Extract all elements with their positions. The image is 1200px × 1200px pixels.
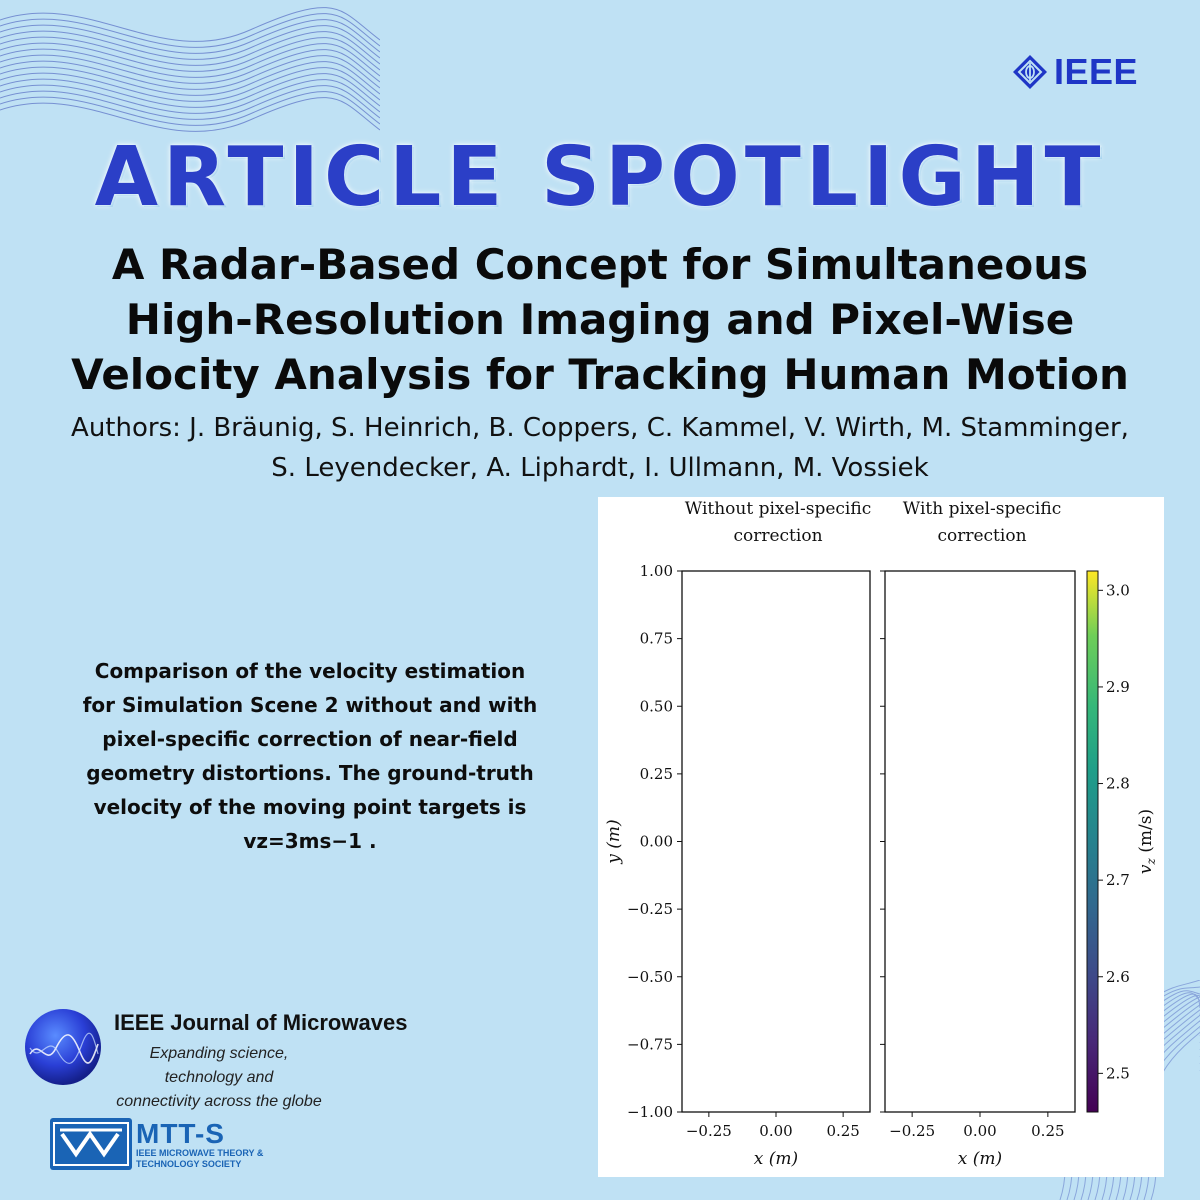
article-title-line: A Radar-Based Concept for Simultaneous [111, 240, 1089, 289]
colorbar [1086, 570, 1099, 1113]
y-tick-label: −0.25 [627, 900, 673, 918]
mtts-subtitle-line: TECHNOLOGY SOCIETY [136, 1159, 242, 1169]
y-tick-label: −0.50 [627, 968, 673, 986]
velocity-figure: −0.25 0.00 0.25 x (m) 1.00 0.75 0.50 0.25 0.00 −0… [598, 497, 1164, 1177]
y-tick-label: −1.00 [627, 1103, 673, 1121]
authors-line: Authors: J. Bräunig, S. Heinrich, B. Cop… [71, 413, 1129, 443]
velocity-chart: −0.25 0.00 0.25 x (m) 1.00 0.75 0.50 0.25 0.00 −0… [604, 499, 1158, 1169]
x-axis-label: x (m) [754, 1149, 798, 1169]
y-tick-label: 0.00 [640, 833, 673, 851]
y-tick-label: −0.75 [627, 1035, 673, 1053]
mtts-name: MTT-S [136, 1118, 225, 1149]
journal-tagline-line: connectivity across the globe [116, 1093, 322, 1110]
mtts-logo: MTT-S IEEE MICROWAVE THEORY & TECHNOLOGY… [50, 1118, 280, 1172]
mtts-subtitle: IEEE MICROWAVE THEORY & TECHNOLOGY SOCIE… [136, 1148, 263, 1170]
authors-line: S. Leyendecker, A. Liphardt, I. Ullmann,… [271, 453, 929, 483]
plot-frame [884, 570, 1076, 1113]
journal-tagline-line: Expanding science, technology and [149, 1045, 289, 1086]
caption-line: for Simulation Scene 2 without and with [82, 693, 538, 717]
y-axis-label: y (m) [604, 819, 624, 864]
x-tick-label: 0.00 [759, 1122, 792, 1140]
x-tick-label: 0.25 [826, 1122, 859, 1140]
colorbar-tick-label: 3.0 [1106, 581, 1130, 599]
journal-info: IEEE Journal of Microwaves Expanding sci… [24, 1008, 494, 1110]
caption-line: pixel-specific correction of near-field [102, 727, 518, 751]
plot-frame [681, 570, 871, 1113]
x-tick-label: 0.25 [1031, 1122, 1064, 1140]
article-spotlight-banner: ARTICLE SPOTLIGHT [94, 130, 1106, 225]
y-tick-label: 0.50 [640, 697, 673, 715]
article-title: A Radar-Based Concept for Simultaneous H… [20, 237, 1180, 402]
authors: Authors: J. Bräunig, S. Heinrich, B. Cop… [0, 408, 1200, 488]
colorbar-tick-label: 2.6 [1106, 968, 1130, 986]
journal-globe-icon [25, 1009, 101, 1085]
caption-line: vz=3ms−1 . [243, 829, 377, 853]
colorbar-tick-label: 2.8 [1106, 775, 1130, 793]
caption-line: Comparison of the velocity estimation [94, 659, 526, 683]
ieee-wordmark: IEEE [1054, 51, 1139, 92]
article-title-line: High-Resolution Imaging and Pixel-Wise [125, 295, 1075, 344]
y-tick-label: 1.00 [640, 562, 673, 580]
x-tick-label: −0.25 [686, 1122, 732, 1140]
journal-tagline: Expanding science, technology and connec… [114, 1042, 324, 1114]
panel-title: With pixel-specific [903, 499, 1061, 519]
colorbar-tick-label: 2.5 [1106, 1064, 1130, 1082]
mtts-subtitle-line: IEEE MICROWAVE THEORY & [136, 1148, 264, 1158]
colorbar-tick-label: 2.9 [1106, 678, 1130, 696]
article-title-line: Velocity Analysis for Tracking Human Mot… [71, 350, 1129, 399]
colorbar-tick-label: 2.7 [1106, 871, 1130, 889]
colorbar-label: vz (m/s) [1136, 809, 1158, 874]
caption-line: velocity of the moving point targets is [93, 795, 527, 819]
caption-line: geometry distortions. The ground-truth [86, 761, 534, 785]
panel-title: correction [937, 526, 1026, 546]
ieee-logo: IEEE [1012, 51, 1139, 92]
ieee-diamond-icon [1013, 55, 1047, 89]
decorative-waves [0, 7, 380, 132]
panel-title: correction [733, 526, 822, 546]
x-tick-label: 0.00 [963, 1122, 996, 1140]
y-tick-label: 0.75 [640, 630, 673, 648]
y-tick-label: 0.25 [640, 765, 673, 783]
x-axis-label: x (m) [958, 1149, 1002, 1169]
panel-title: Without pixel-specific [685, 499, 871, 519]
mtts-badge-icon [50, 1118, 132, 1170]
journal-name: IEEE Journal of Microwaves [114, 1010, 408, 1035]
figure-caption: Comparison of the velocity estimation fo… [58, 654, 562, 858]
x-tick-label: −0.25 [889, 1122, 935, 1140]
